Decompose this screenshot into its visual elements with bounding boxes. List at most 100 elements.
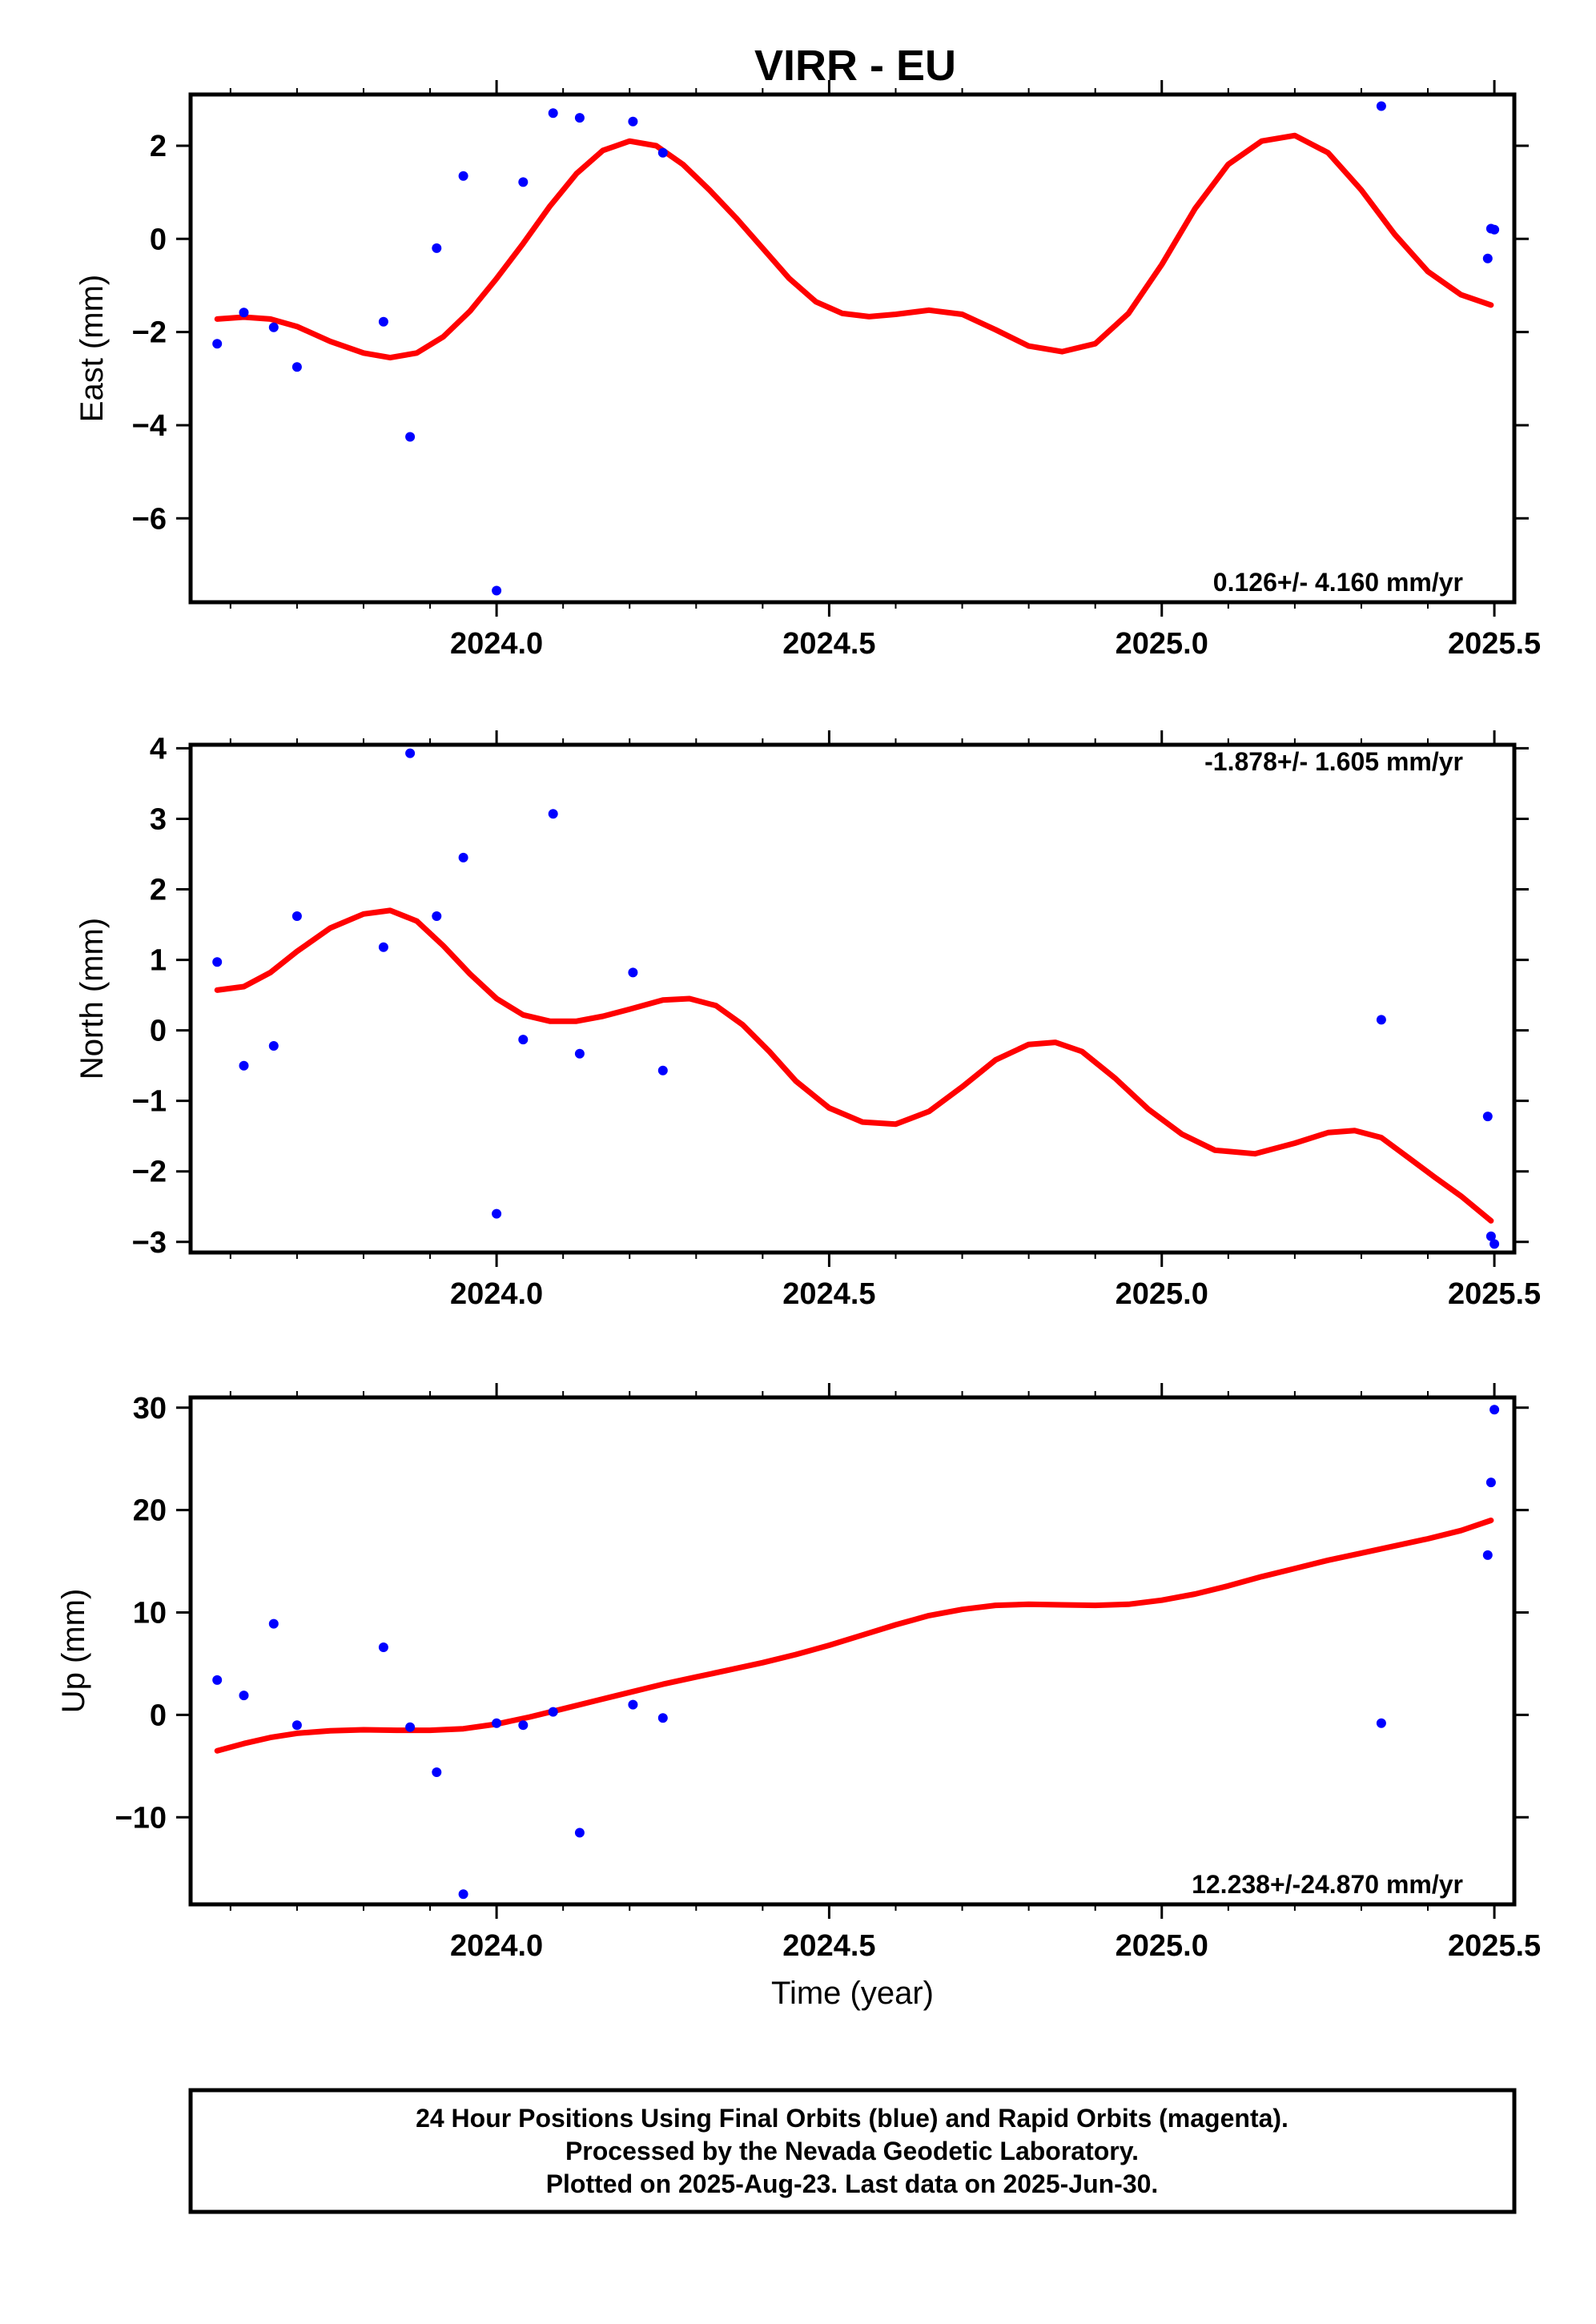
data-point	[1376, 1718, 1386, 1728]
plot-frame	[188, 92, 1517, 605]
panel-up: 2024.0 2024.5 2025.0 2025.5 30 20 10 0 −10 Up (mm…	[56, 1383, 1541, 2011]
trend-line	[214, 132, 1494, 361]
x-tick-label: 2025.5	[1448, 627, 1541, 661]
rate-label: 0.126+/- 4.160 mm/yr	[1213, 568, 1463, 597]
y-tick-label: −6	[132, 502, 167, 536]
data-point	[212, 1675, 223, 1685]
data-point	[574, 113, 585, 123]
x-tick-label: 2024.5	[782, 1929, 875, 1963]
data-point	[432, 1767, 442, 1777]
y-tick-label: 1	[150, 944, 167, 978]
caption-line-2: Processed by the Nevada Geodetic Laborat…	[565, 2137, 1139, 2165]
data-point	[212, 339, 223, 349]
plot-frame	[188, 1395, 1517, 1907]
data-point	[628, 116, 638, 127]
x-tick-label: 2025.0	[1116, 627, 1208, 661]
y-tick-label: 4	[150, 732, 167, 766]
data-point	[458, 171, 468, 181]
data-point	[291, 1720, 302, 1731]
data-point	[239, 308, 249, 318]
x-tick-label: 2025.0	[1116, 1929, 1208, 1963]
y-tick-label: −1	[132, 1085, 167, 1119]
rate-label: 12.238+/-24.870 mm/yr	[1192, 1870, 1463, 1899]
x-tick-label: 2024.0	[450, 1929, 543, 1963]
data-point	[1376, 101, 1386, 111]
panel-north: 2024.0 2024.5 2025.0 2025.5 4 3 2 1 0 −1 −2 −3 North…	[74, 730, 1541, 1311]
data-point	[492, 1718, 502, 1728]
data-point	[268, 1041, 279, 1051]
data-point	[548, 809, 558, 819]
y-tick-label: −3	[132, 1226, 167, 1260]
x-tick-label: 2024.0	[450, 627, 543, 661]
x-tick-label: 2025.5	[1448, 1277, 1541, 1311]
data-point	[405, 1722, 416, 1732]
data-point	[458, 1889, 468, 1900]
data-point	[574, 1048, 585, 1059]
y-axis-title: East (mm)	[74, 275, 110, 422]
rate-label: -1.878+/- 1.605 mm/yr	[1204, 747, 1463, 776]
data-point	[378, 316, 388, 327]
y-tick-label: 2	[150, 874, 167, 907]
data-point	[657, 147, 668, 158]
x-tick-label: 2024.5	[782, 1277, 875, 1311]
data-point	[1482, 1550, 1493, 1560]
caption-line-1: 24 Hour Positions Using Final Orbits (bl…	[416, 2104, 1288, 2133]
x-axis-title: Time (year)	[771, 1976, 934, 2011]
data-point	[405, 748, 416, 758]
data-point	[291, 911, 302, 921]
data-point	[1482, 1112, 1493, 1122]
y-tick-label: 0	[150, 1699, 167, 1732]
x-tick-label: 2025.5	[1448, 1929, 1541, 1963]
x-tick-label: 2025.0	[1116, 1277, 1208, 1311]
data-point	[518, 1720, 529, 1731]
data-point	[628, 967, 638, 978]
y-tick-label: −2	[132, 316, 167, 350]
data-point	[1376, 1015, 1386, 1025]
data-point	[548, 108, 558, 119]
y-tick-label: 3	[150, 802, 167, 836]
data-point	[268, 322, 279, 332]
y-tick-label: −10	[115, 1801, 167, 1835]
caption-box: 24 Hour Positions Using Final Orbits (bl…	[188, 2088, 1517, 2214]
panel-east: 2024.0 2024.5 2025.0 2025.5 2 0 −2 −4 −6 East (mm…	[74, 80, 1541, 661]
y-tick-label: 10	[133, 1597, 167, 1630]
caption-line-3: Plotted on 2025-Aug-23. Last data on 202…	[546, 2169, 1159, 2198]
trend-line	[214, 1518, 1494, 1754]
data-point	[657, 1065, 668, 1076]
y-axis-title: North (mm)	[74, 918, 110, 1080]
data-point	[239, 1691, 249, 1701]
data-point	[574, 1827, 585, 1838]
data-point	[1485, 1478, 1496, 1488]
y-tick-label: −2	[132, 1156, 167, 1189]
data-point	[432, 243, 442, 253]
data-point	[1489, 1239, 1500, 1249]
data-point	[378, 1642, 388, 1652]
y-tick-label: −4	[132, 409, 167, 443]
y-tick-label: 0	[150, 223, 167, 256]
y-tick-label: 0	[150, 1015, 167, 1048]
data-point	[458, 852, 468, 862]
chart-title: VIRR - EU	[754, 42, 956, 90]
y-axis-title: Up (mm)	[56, 1589, 91, 1714]
data-point	[492, 585, 502, 596]
data-point	[548, 1707, 558, 1717]
y-tick-label: 30	[133, 1392, 167, 1425]
data-point	[268, 1618, 279, 1629]
x-tick-label: 2024.0	[450, 1277, 543, 1311]
data-point	[405, 432, 416, 442]
data-point	[432, 911, 442, 921]
x-tick-label: 2024.5	[782, 627, 875, 661]
y-tick-label: 20	[133, 1494, 167, 1528]
data-point	[212, 957, 223, 967]
data-point	[628, 1699, 638, 1710]
data-point	[1489, 224, 1500, 235]
data-point	[291, 362, 302, 372]
data-point	[518, 177, 529, 187]
data-point	[1489, 1405, 1500, 1415]
y-tick-label: 2	[150, 130, 167, 163]
data-point	[1485, 1231, 1496, 1241]
data-point	[518, 1035, 529, 1045]
trend-line	[214, 907, 1494, 1224]
data-point	[657, 1713, 668, 1723]
